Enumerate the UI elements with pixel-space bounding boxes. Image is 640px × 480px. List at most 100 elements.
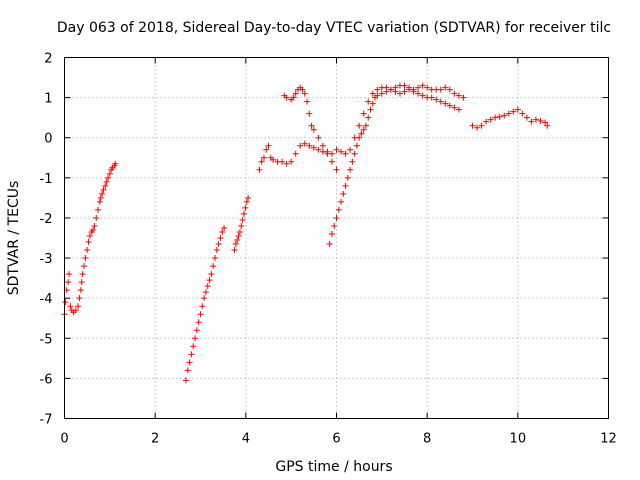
data-point bbox=[406, 84, 413, 91]
data-point bbox=[299, 86, 306, 93]
y-tick-label: -7 bbox=[40, 413, 53, 428]
data-point bbox=[99, 190, 106, 197]
data-point bbox=[428, 94, 435, 101]
data-point bbox=[197, 311, 204, 318]
x-axis-label: GPS time / hours bbox=[275, 459, 392, 475]
data-point bbox=[243, 198, 250, 205]
data-point bbox=[474, 124, 481, 131]
data-point bbox=[319, 142, 326, 149]
grid bbox=[64, 57, 609, 419]
data-point bbox=[265, 142, 272, 149]
data-point bbox=[510, 108, 517, 115]
data-point bbox=[342, 150, 349, 157]
data-point bbox=[446, 86, 453, 93]
y-tick-label: -3 bbox=[40, 252, 53, 267]
data-point bbox=[306, 110, 313, 117]
data-point bbox=[446, 102, 453, 109]
data-point bbox=[419, 82, 426, 89]
data-point bbox=[97, 194, 104, 201]
data-point bbox=[338, 198, 345, 205]
data-point bbox=[419, 92, 426, 99]
data-point bbox=[383, 88, 390, 95]
data-point bbox=[102, 182, 109, 189]
data-point bbox=[501, 112, 508, 119]
data-point bbox=[333, 214, 340, 221]
data-point bbox=[338, 148, 345, 155]
data-point bbox=[202, 289, 209, 296]
x-tick-label: 6 bbox=[332, 432, 340, 447]
data-point bbox=[369, 100, 376, 107]
data-point bbox=[96, 198, 103, 205]
x-tick-label: 0 bbox=[60, 432, 68, 447]
chart-title: Day 063 of 2018, Sidereal Day-to-day VTE… bbox=[57, 20, 611, 36]
data-point bbox=[297, 142, 304, 149]
data-point bbox=[362, 122, 369, 129]
data-point bbox=[95, 206, 102, 213]
data-point bbox=[258, 158, 265, 165]
data-point bbox=[542, 119, 549, 126]
data-point bbox=[315, 146, 322, 153]
data-point bbox=[215, 241, 222, 248]
data-point bbox=[201, 295, 208, 302]
data-point bbox=[396, 90, 403, 97]
data-point bbox=[356, 122, 363, 129]
data-point bbox=[217, 235, 224, 241]
data-point bbox=[79, 271, 86, 278]
y-tick-label: -2 bbox=[40, 212, 53, 227]
x-tick-label: 8 bbox=[423, 432, 431, 447]
data-point bbox=[333, 166, 340, 173]
data-point bbox=[523, 114, 530, 121]
data-point bbox=[72, 307, 79, 314]
y-tick-label: 2 bbox=[44, 52, 52, 67]
data-point bbox=[492, 114, 499, 121]
y-tick-label: 0 bbox=[44, 132, 52, 147]
data-point bbox=[308, 122, 315, 129]
data-point bbox=[519, 110, 526, 117]
data-point bbox=[455, 92, 462, 99]
data-point bbox=[328, 158, 335, 165]
data-point bbox=[62, 299, 69, 306]
data-point bbox=[369, 90, 376, 97]
data-point bbox=[324, 150, 331, 157]
data-point bbox=[77, 287, 84, 294]
data-point bbox=[347, 146, 354, 153]
data-point bbox=[451, 104, 458, 111]
data-point bbox=[483, 118, 490, 125]
data-point bbox=[437, 98, 444, 105]
data-point bbox=[304, 98, 311, 105]
data-point bbox=[260, 154, 267, 161]
data-point bbox=[85, 239, 92, 246]
data-point bbox=[76, 295, 83, 302]
data-point bbox=[208, 271, 215, 278]
data-point bbox=[340, 190, 347, 197]
data-point bbox=[270, 156, 277, 163]
data-point bbox=[367, 106, 374, 113]
data-point bbox=[75, 303, 82, 310]
data-point bbox=[415, 90, 422, 97]
data-point bbox=[188, 351, 195, 358]
y-tick-label: 1 bbox=[44, 92, 52, 107]
data-point bbox=[544, 122, 551, 129]
data-point bbox=[256, 166, 263, 173]
data-point bbox=[182, 377, 189, 384]
data-point bbox=[356, 134, 363, 141]
data-marks bbox=[61, 82, 551, 384]
data-point bbox=[487, 116, 494, 123]
data-point bbox=[387, 86, 394, 93]
data-point bbox=[290, 94, 297, 101]
data-point bbox=[204, 283, 211, 290]
x-tick-label: 2 bbox=[151, 432, 159, 447]
data-point bbox=[190, 343, 197, 350]
data-point bbox=[106, 170, 113, 177]
data-point bbox=[331, 222, 338, 229]
data-point bbox=[232, 241, 239, 248]
data-point bbox=[306, 142, 313, 149]
data-point bbox=[263, 146, 270, 153]
data-point bbox=[195, 319, 202, 326]
data-point bbox=[532, 116, 539, 123]
x-tick-label: 12 bbox=[600, 432, 617, 447]
data-point bbox=[455, 106, 462, 113]
data-point bbox=[105, 174, 112, 181]
